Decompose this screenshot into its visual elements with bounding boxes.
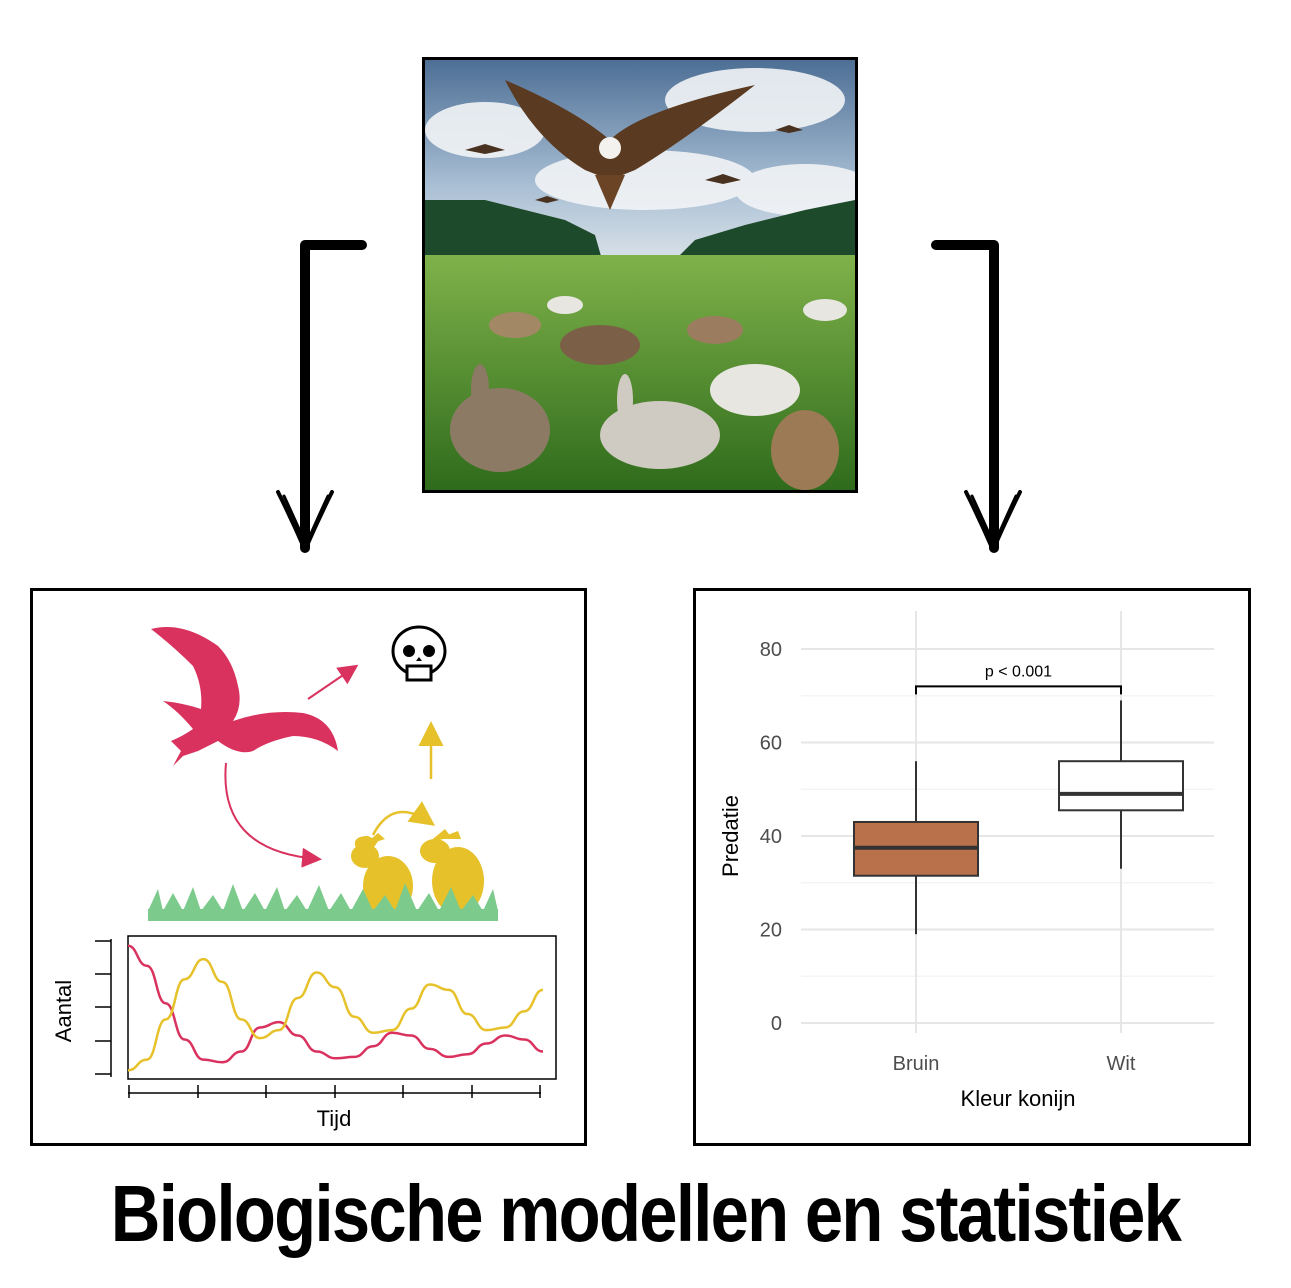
boxplot-panel: 0 20 40 60 80 Bruin Wit p < 0.001 Predatie Kl… [693, 588, 1251, 1146]
model-ylabel: Aantal [51, 980, 76, 1042]
chart-ylabel: Predatie [718, 795, 743, 877]
significance-bracket [915, 685, 1122, 695]
chart-xlabel: Kleur konijn [961, 1086, 1076, 1111]
y-tick-label: 0 [771, 1013, 782, 1035]
right-arrow [931, 240, 1022, 553]
x-ticks [128, 1085, 541, 1098]
left-arrow [276, 240, 367, 553]
prey-series-line [127, 957, 544, 1072]
skull-icon [391, 625, 447, 682]
model-panel: Aantal Tijd [30, 588, 587, 1146]
predator-series-line [127, 944, 544, 1064]
wildlife-photo [422, 57, 858, 493]
model-xlabel: Tijd [317, 1106, 352, 1131]
eagle-in-photo [505, 80, 755, 210]
x-tick-label: Bruin [893, 1053, 940, 1075]
box-bruin [853, 761, 979, 935]
eagle-icon [151, 627, 338, 766]
p-value-label: p < 0.001 [985, 663, 1052, 680]
arrows-layer [276, 240, 1022, 553]
grass-icon [148, 883, 498, 921]
x-tick-label: Wit [1107, 1053, 1136, 1075]
y-tick-label: 80 [760, 639, 782, 661]
boxplot-chart: 0 20 40 60 80 Bruin Wit p < 0.001 Predatie Kl… [718, 611, 1214, 1111]
box-iqr [1058, 760, 1184, 812]
box-wit [1058, 700, 1184, 869]
y-tick-label: 40 [760, 826, 782, 848]
y-ticks [95, 939, 112, 1077]
page-title: Biologische modellen en statistiek [110, 1169, 1182, 1258]
y-tick-label: 20 [760, 920, 782, 942]
y-tick-label: 60 [760, 733, 782, 755]
